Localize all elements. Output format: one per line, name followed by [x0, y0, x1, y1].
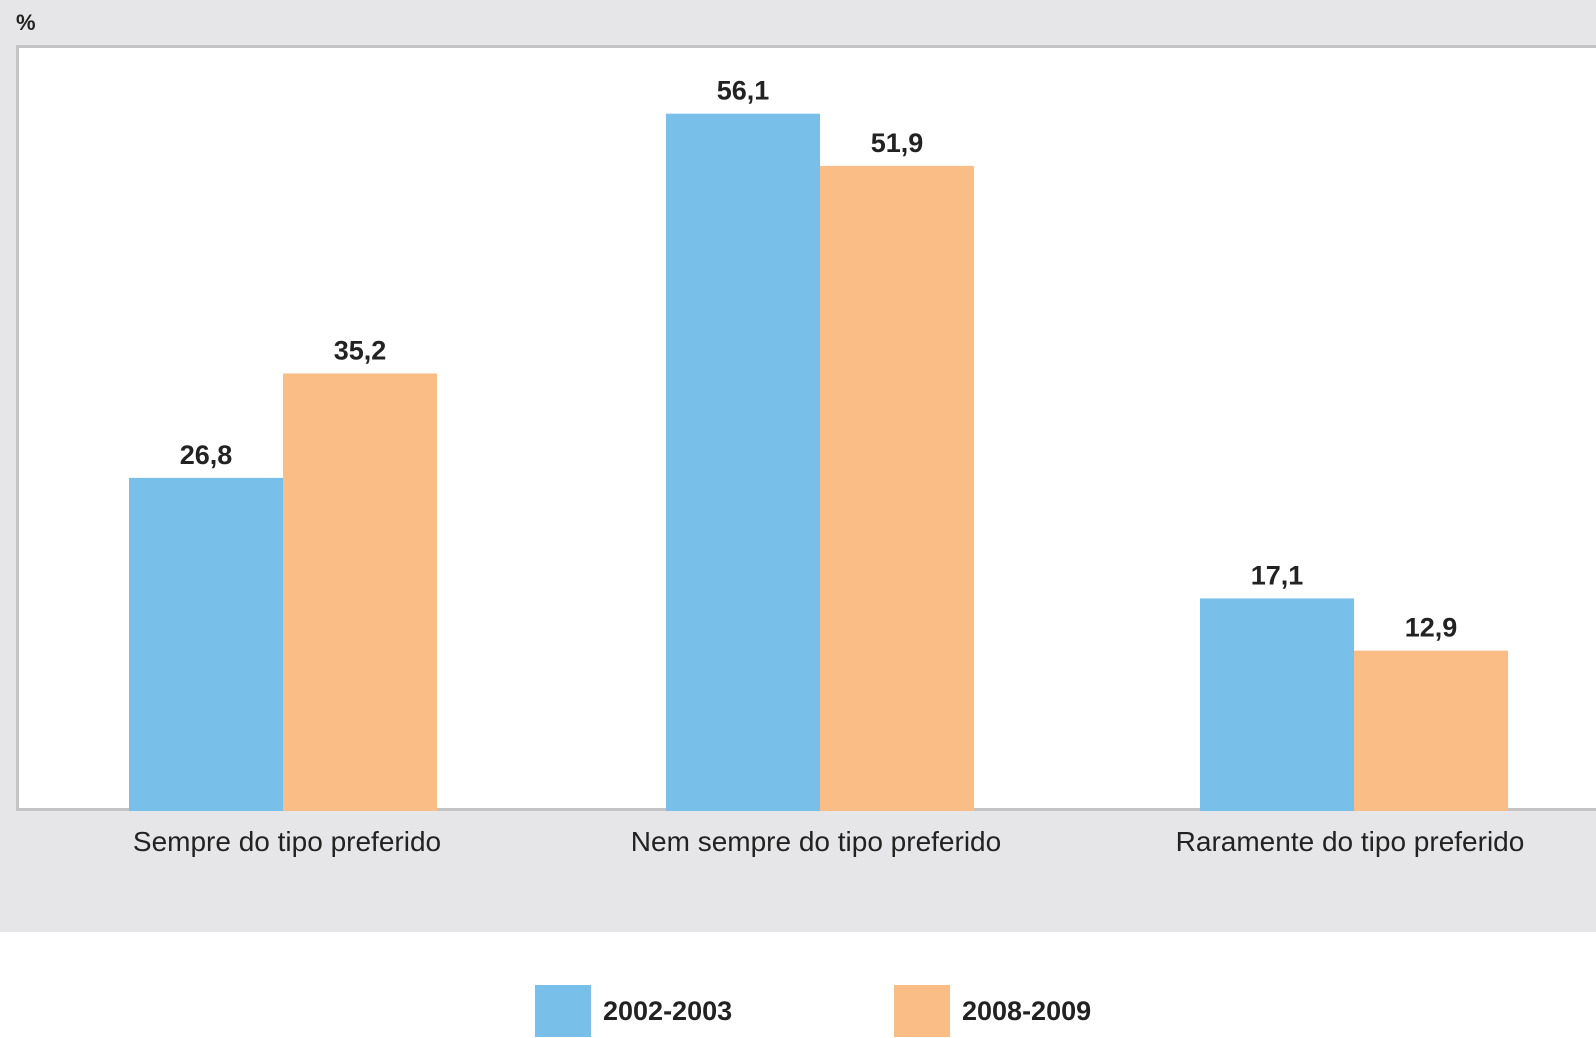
legend: 2002-2003 2008-2009: [0, 985, 1596, 1037]
category-label-1: Sempre do tipo preferido: [133, 826, 441, 857]
legend-label-series-2: 2008-2009: [962, 995, 1092, 1026]
category-label-3: Raramente do tipo preferido: [1176, 826, 1525, 857]
legend-label-series-1: 2002-2003: [603, 995, 733, 1026]
data-label-2-1: 35,2: [334, 335, 387, 365]
bar-2-2: [820, 165, 974, 811]
legend-item-series-2: 2008-2009: [894, 985, 1091, 1037]
legend-item-series-1: 2002-2003: [535, 985, 732, 1037]
bar-1-3: [1200, 598, 1354, 811]
data-label-2-3: 12,9: [1405, 613, 1458, 643]
bar-1-2: [666, 113, 820, 811]
data-label-2-2: 51,9: [871, 128, 924, 158]
data-label-1-3: 17,1: [1251, 560, 1304, 590]
bar-chart: 26,8 35,2 Sempre do tipo preferido 56,1 51,9…: [129, 76, 1525, 857]
legend-swatch-series-1: [535, 985, 591, 1037]
data-label-1-1: 26,8: [180, 440, 233, 470]
bar-2-3: [1354, 650, 1508, 811]
bar-2-1: [283, 373, 437, 811]
y-axis-unit-label: %: [16, 10, 36, 35]
category-label-2: Nem sempre do tipo preferido: [631, 826, 1001, 857]
bar-1-1: [129, 477, 283, 811]
data-label-1-2: 56,1: [717, 76, 770, 106]
legend-swatch-series-2: [894, 985, 950, 1037]
